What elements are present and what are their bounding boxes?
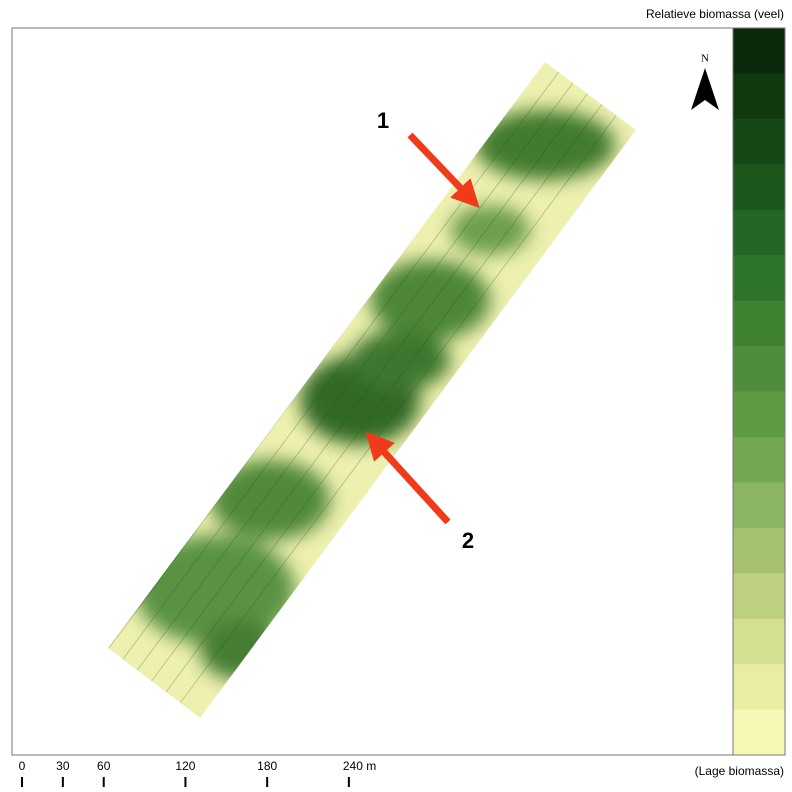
legend-title: Relatieve biomassa (veel) — [646, 7, 784, 21]
legend-swatch — [733, 255, 785, 301]
annotation: 1 — [377, 108, 389, 133]
legend-swatch — [733, 210, 785, 256]
legend-swatch — [733, 573, 785, 619]
map: 1 2 N Relatieve biomassa (veel) (Lage bi… — [0, 0, 792, 787]
legend-swatch — [733, 119, 785, 165]
legend-swatch — [733, 437, 785, 483]
legend-swatch — [733, 346, 785, 392]
scale-label: 60 — [97, 759, 111, 773]
north-label: N — [701, 53, 709, 65]
legend — [733, 28, 785, 756]
legend-swatch — [733, 528, 785, 574]
legend-swatch — [733, 710, 785, 756]
scale-label: 180 — [257, 759, 277, 773]
scale-label: 0 — [19, 759, 26, 773]
scale-label: 240 m — [343, 759, 376, 773]
legend-swatch — [733, 73, 785, 119]
scale-label: 120 — [175, 759, 195, 773]
legend-swatch — [733, 164, 785, 210]
legend-bottom-label: (Lage biomassa) — [695, 764, 784, 778]
scale-bar: 0 30 60 120 180 240 m — [19, 759, 377, 787]
legend-swatch — [733, 28, 785, 74]
legend-swatch — [733, 664, 785, 710]
legend-swatch — [733, 482, 785, 528]
annotation: 2 — [462, 528, 474, 553]
scale-label: 30 — [56, 759, 70, 773]
legend-swatch — [733, 619, 785, 665]
legend-swatch — [733, 301, 785, 347]
legend-swatch — [733, 392, 785, 438]
